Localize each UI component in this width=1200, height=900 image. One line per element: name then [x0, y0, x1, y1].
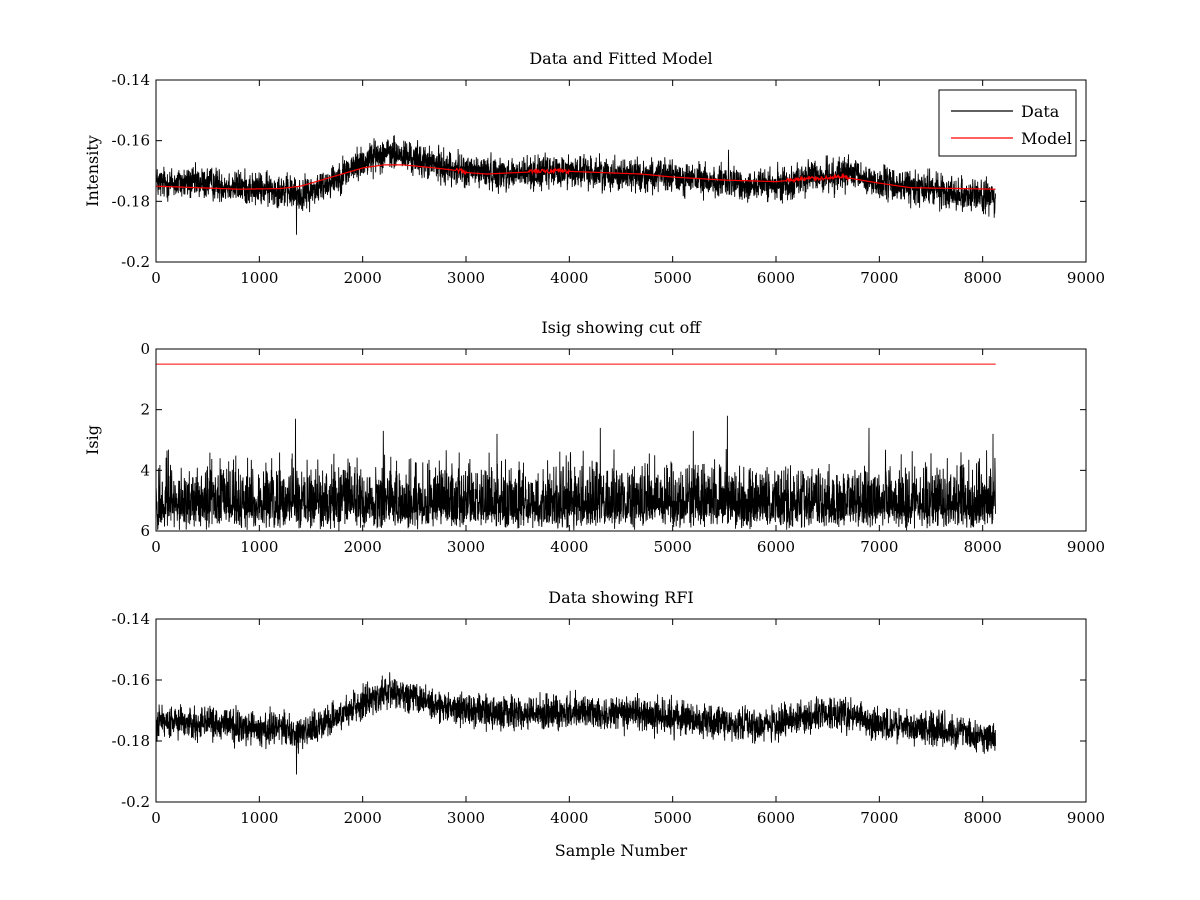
x-tick-label: 0: [151, 809, 161, 827]
y-tick-label: -0.18: [112, 732, 150, 750]
y-tick-label: -0.14: [112, 610, 150, 628]
chart-title: Isig showing cut off: [541, 318, 702, 337]
x-tick-label: 7000: [860, 269, 898, 287]
x-tick-label: 1000: [240, 809, 278, 827]
y-tick-label: 2: [140, 401, 150, 419]
y-axis-label: Isig: [83, 425, 102, 455]
panel-1: 0 1000 2000 3000 4000 5000 6000 7000 8000 9000 -0.…: [83, 49, 1105, 287]
x-tick-label: 2000: [344, 269, 382, 287]
axes-box: [155, 618, 1087, 803]
legend-label-model: Model: [1021, 129, 1072, 148]
y-tick-label: 6: [140, 522, 150, 540]
x-tick-label: 8000: [964, 269, 1002, 287]
x-tick-label: 4000: [550, 538, 588, 556]
x-tick-label: 5000: [654, 538, 692, 556]
x-tick-label: 9000: [1067, 269, 1105, 287]
x-tick-label: 7000: [860, 538, 898, 556]
chart-title: Data and Fitted Model: [529, 49, 712, 68]
axes-box: [155, 79, 1087, 263]
panel-3: 0 1000 2000 3000 4000 5000 6000 7000 8000 9000 -0.…: [112, 588, 1106, 860]
chart-title: Data showing RFI: [548, 588, 693, 607]
x-tick-label: 3000: [447, 538, 485, 556]
panel-2: 0 1000 2000 3000 4000 5000 6000 7000 8000 9000 0 2 4…: [83, 318, 1105, 556]
y-tick-label: -0.14: [112, 71, 150, 89]
x-tick-label: 2000: [344, 809, 382, 827]
series-data-line: [156, 135, 996, 235]
series-model-line: [156, 164, 996, 190]
legend: Data Model: [938, 89, 1077, 157]
x-tick-label: 9000: [1067, 809, 1105, 827]
x-tick-label: 6000: [757, 809, 795, 827]
legend-label-data: Data: [1021, 102, 1060, 121]
axes-box: [155, 348, 1087, 532]
y-tick-label: -0.2: [121, 253, 150, 271]
y-tick-label: -0.2: [121, 793, 150, 811]
x-tick-label: 1000: [240, 269, 278, 287]
x-tick-label: 6000: [757, 269, 795, 287]
y-axis-label: Intensity: [83, 135, 102, 207]
x-tick-label: 0: [151, 538, 161, 556]
y-tick-label: -0.16: [112, 671, 150, 689]
x-tick-label: 2000: [344, 538, 382, 556]
x-tick-label: 6000: [757, 538, 795, 556]
y-tick-label: 0: [140, 340, 150, 358]
plot-area: [156, 363, 996, 531]
legend-box: [938, 89, 1077, 157]
x-tick-label: 8000: [964, 809, 1002, 827]
x-tick-label: 9000: [1067, 538, 1105, 556]
y-tick-label: -0.16: [112, 132, 150, 150]
y-tick-label: 4: [140, 461, 150, 479]
x-tick-label: 7000: [860, 809, 898, 827]
x-axis-label: Sample Number: [555, 841, 688, 860]
series-isig-line: [156, 415, 996, 531]
plot-area: [156, 135, 996, 235]
series-data-line: [156, 672, 996, 775]
x-tick-label: 4000: [550, 809, 588, 827]
x-tick-label: 0: [151, 269, 161, 287]
x-tick-label: 3000: [447, 809, 485, 827]
x-tick-label: 5000: [654, 809, 692, 827]
x-tick-label: 8000: [964, 538, 1002, 556]
x-tick-label: 4000: [550, 269, 588, 287]
y-tick-label: -0.18: [112, 192, 150, 210]
x-tick-label: 1000: [240, 538, 278, 556]
plot-area: [156, 672, 996, 775]
x-tick-label: 3000: [447, 269, 485, 287]
x-tick-label: 5000: [654, 269, 692, 287]
